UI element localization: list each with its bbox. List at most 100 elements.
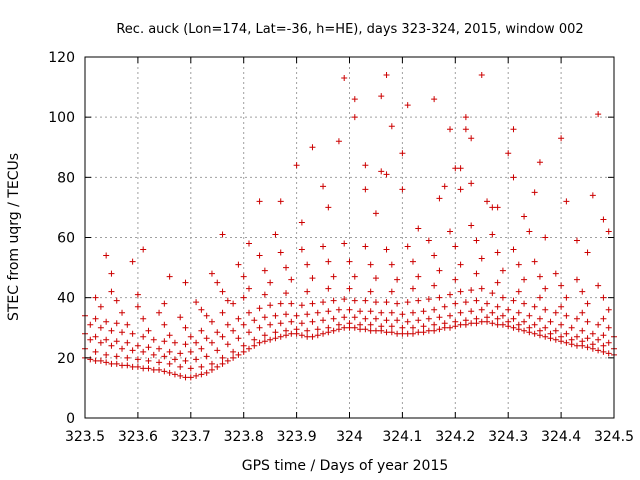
data-point [579, 338, 586, 345]
data-point [134, 363, 141, 370]
data-point [187, 333, 194, 340]
data-point [542, 333, 549, 340]
data-point [436, 326, 443, 333]
y-tick-label: 0 [66, 411, 75, 427]
data-point [293, 312, 300, 319]
data-point [531, 189, 538, 196]
data-point [372, 299, 379, 306]
data-point [462, 317, 469, 324]
data-point [103, 336, 110, 343]
y-tick-label: 80 [57, 170, 75, 186]
data-point [372, 327, 379, 334]
data-point [108, 327, 115, 334]
data-point [240, 348, 247, 355]
data-point [605, 228, 612, 235]
data-point [584, 300, 591, 307]
data-point [468, 308, 475, 315]
data-point [378, 309, 385, 316]
data-point [203, 369, 210, 376]
data-point [119, 329, 126, 336]
data-point [420, 323, 427, 330]
data-point [563, 294, 570, 301]
data-point [394, 300, 401, 307]
data-point [362, 315, 369, 322]
data-point [521, 276, 528, 283]
data-point [595, 336, 602, 343]
data-point [388, 323, 395, 330]
data-point [177, 363, 184, 370]
data-point [558, 321, 565, 328]
data-point [351, 114, 358, 121]
data-point [362, 326, 369, 333]
data-point [304, 327, 311, 334]
data-point [600, 294, 607, 301]
data-point [573, 342, 580, 349]
data-point [283, 311, 290, 318]
data-point [510, 126, 517, 133]
data-point [494, 315, 501, 322]
data-point [531, 258, 538, 265]
data-point [478, 306, 485, 313]
data-point [288, 330, 295, 337]
data-point [261, 291, 268, 298]
data-point [256, 305, 263, 312]
data-point [584, 344, 591, 351]
data-point [452, 276, 459, 283]
data-point [140, 246, 147, 253]
data-point [415, 329, 422, 336]
data-point [198, 306, 205, 313]
data-point [103, 359, 110, 366]
data-point [579, 309, 586, 316]
data-point [320, 317, 327, 324]
data-point [150, 336, 157, 343]
data-point [388, 261, 395, 268]
data-point [351, 96, 358, 103]
data-point [568, 324, 575, 331]
data-point [584, 318, 591, 325]
data-point [145, 357, 152, 364]
data-point [526, 228, 533, 235]
data-point [584, 249, 591, 256]
data-point [494, 303, 501, 310]
y-axis-label: STEC from uqrg / TECUs [6, 153, 22, 321]
data-point [314, 326, 321, 333]
data-point [134, 303, 141, 310]
data-point [187, 365, 194, 372]
data-point [558, 303, 565, 310]
y-tick-labels: 0 20 40 60 80 100 120 [48, 50, 75, 427]
data-point [267, 302, 274, 309]
data-point [293, 162, 300, 169]
data-point [521, 300, 528, 307]
data-point [267, 336, 274, 343]
data-point [156, 359, 163, 366]
data-point [161, 338, 168, 345]
data-point [425, 237, 432, 244]
data-point [489, 309, 496, 316]
data-point [404, 243, 411, 250]
data-point [605, 306, 612, 313]
data-point [589, 341, 596, 348]
data-point [346, 306, 353, 313]
data-point [552, 270, 559, 277]
data-point [431, 252, 438, 259]
data-point [558, 135, 565, 142]
data-point [552, 309, 559, 316]
data-point [298, 302, 305, 309]
data-point [230, 348, 237, 355]
x-tick-label: 324.2 [435, 429, 475, 445]
y-tick-label: 120 [48, 50, 75, 66]
data-point [309, 318, 316, 325]
data-point [235, 261, 242, 268]
data-point [309, 333, 316, 340]
data-point [182, 357, 189, 364]
data-point [499, 321, 506, 328]
x-tick-label: 324.1 [382, 429, 422, 445]
data-point [536, 273, 543, 280]
data-point [558, 333, 565, 340]
data-point [515, 309, 522, 316]
data-point [531, 321, 538, 328]
data-point [161, 321, 168, 328]
data-point [351, 324, 358, 331]
data-point [431, 327, 438, 334]
data-point [547, 330, 554, 337]
